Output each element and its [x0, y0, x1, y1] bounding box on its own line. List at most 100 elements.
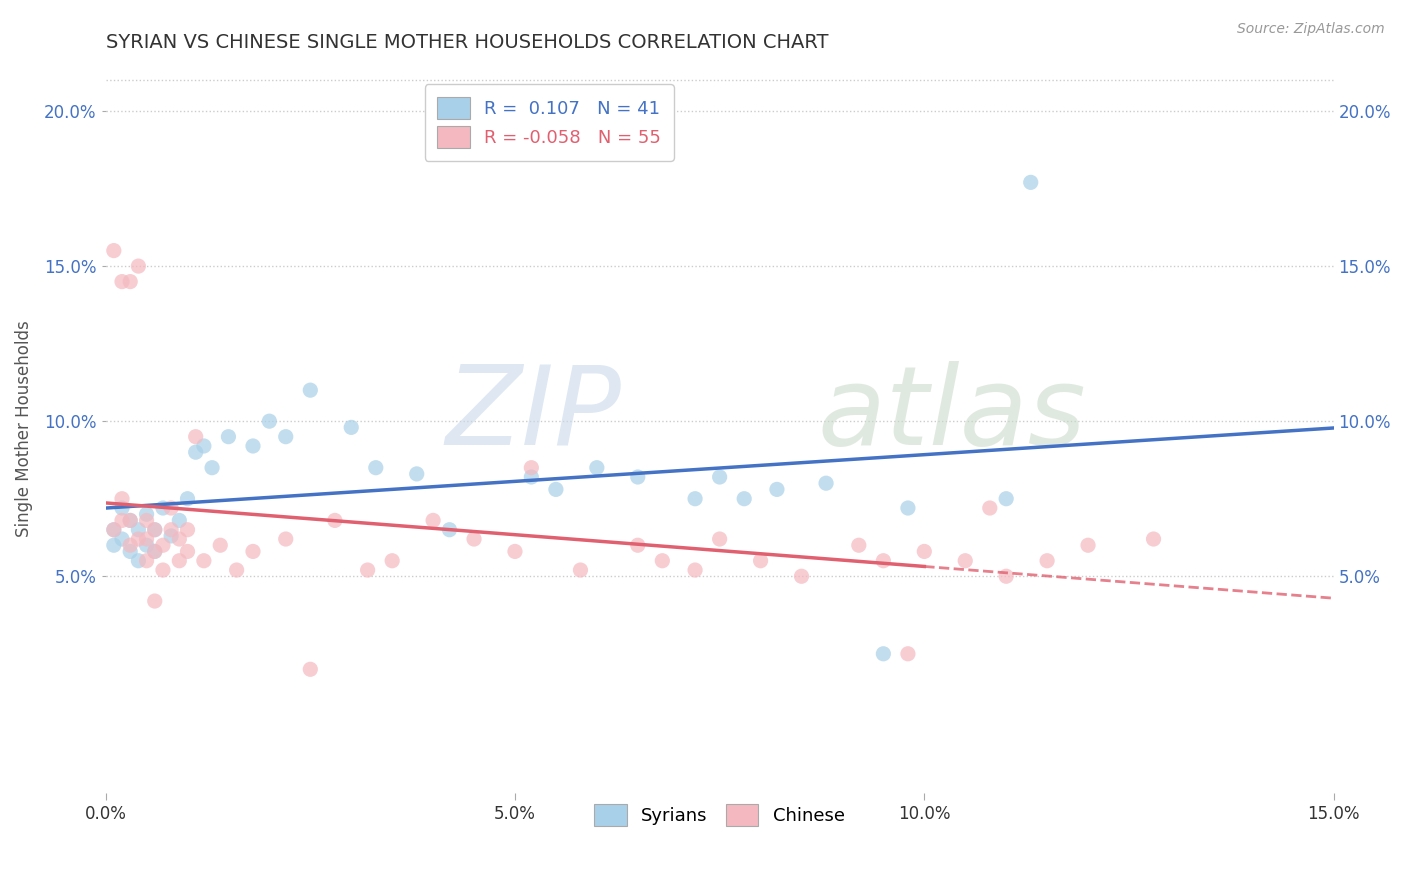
Point: [169, 532, 191, 546]
Point: [160, 529, 183, 543]
Point: [176, 491, 198, 506]
Point: [709, 532, 731, 546]
Point: [120, 275, 142, 289]
Point: [733, 491, 755, 506]
Point: [143, 523, 166, 537]
Point: [627, 470, 650, 484]
Point: [274, 430, 297, 444]
Point: [135, 532, 157, 546]
Point: [627, 538, 650, 552]
Point: [544, 483, 567, 497]
Point: [872, 554, 894, 568]
Point: [299, 383, 322, 397]
Point: [683, 491, 706, 506]
Point: [103, 523, 125, 537]
Point: [184, 445, 207, 459]
Point: [872, 647, 894, 661]
Point: [709, 470, 731, 484]
Point: [111, 532, 134, 546]
Point: [111, 513, 134, 527]
Point: [585, 460, 607, 475]
Legend: Syrians, Chinese: Syrians, Chinese: [585, 796, 853, 835]
Point: [1077, 538, 1099, 552]
Point: [111, 275, 134, 289]
Point: [152, 563, 174, 577]
Point: [143, 594, 166, 608]
Point: [381, 554, 404, 568]
Point: [815, 476, 838, 491]
Point: [225, 563, 247, 577]
Point: [683, 563, 706, 577]
Point: [217, 430, 239, 444]
Point: [520, 470, 543, 484]
Point: [201, 460, 224, 475]
Point: [749, 554, 772, 568]
Point: [120, 513, 142, 527]
Point: [356, 563, 378, 577]
Point: [463, 532, 485, 546]
Point: [503, 544, 526, 558]
Point: [897, 647, 920, 661]
Point: [127, 532, 149, 546]
Point: [299, 662, 322, 676]
Point: [766, 483, 789, 497]
Point: [152, 538, 174, 552]
Point: [995, 491, 1018, 506]
Point: [111, 501, 134, 516]
Point: [143, 523, 166, 537]
Point: [422, 513, 444, 527]
Point: [111, 491, 134, 506]
Point: [520, 460, 543, 475]
Point: [176, 544, 198, 558]
Point: [103, 538, 125, 552]
Point: [790, 569, 813, 583]
Point: [143, 544, 166, 558]
Point: [152, 501, 174, 516]
Point: [135, 507, 157, 521]
Point: [651, 554, 673, 568]
Point: [1036, 554, 1059, 568]
Point: [242, 439, 264, 453]
Point: [135, 538, 157, 552]
Point: [143, 544, 166, 558]
Point: [569, 563, 592, 577]
Y-axis label: Single Mother Households: Single Mother Households: [15, 320, 32, 537]
Point: [103, 244, 125, 258]
Point: [135, 513, 157, 527]
Point: [405, 467, 427, 481]
Point: [1019, 175, 1042, 189]
Point: [193, 554, 215, 568]
Point: [848, 538, 870, 552]
Point: [439, 523, 461, 537]
Point: [160, 501, 183, 516]
Point: [103, 523, 125, 537]
Text: Source: ZipAtlas.com: Source: ZipAtlas.com: [1237, 22, 1385, 37]
Point: [160, 523, 183, 537]
Text: ZIP: ZIP: [446, 361, 621, 467]
Point: [127, 259, 149, 273]
Point: [127, 554, 149, 568]
Point: [127, 523, 149, 537]
Point: [135, 554, 157, 568]
Text: SYRIAN VS CHINESE SINGLE MOTHER HOUSEHOLDS CORRELATION CHART: SYRIAN VS CHINESE SINGLE MOTHER HOUSEHOL…: [105, 33, 828, 52]
Point: [120, 544, 142, 558]
Point: [323, 513, 346, 527]
Point: [274, 532, 297, 546]
Point: [955, 554, 977, 568]
Point: [169, 554, 191, 568]
Point: [176, 523, 198, 537]
Point: [995, 569, 1018, 583]
Text: atlas: atlas: [818, 361, 1087, 467]
Point: [912, 544, 935, 558]
Point: [979, 501, 1001, 516]
Point: [259, 414, 281, 428]
Point: [120, 538, 142, 552]
Point: [364, 460, 387, 475]
Point: [209, 538, 232, 552]
Point: [340, 420, 363, 434]
Point: [193, 439, 215, 453]
Point: [169, 513, 191, 527]
Point: [184, 430, 207, 444]
Point: [1142, 532, 1164, 546]
Point: [242, 544, 264, 558]
